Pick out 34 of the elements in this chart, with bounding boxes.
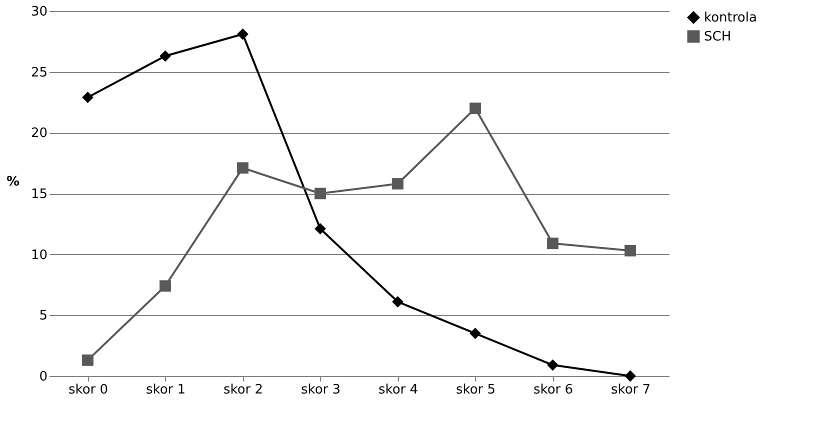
- point: [547, 238, 558, 250]
- x-tick-label: skor 5: [456, 382, 496, 398]
- y-tick-label: 25: [30, 65, 48, 80]
- x-tick-label: skor 3: [300, 382, 341, 398]
- y-tick-label: 10: [30, 248, 48, 263]
- point: [160, 50, 171, 62]
- y-tick-label: 15: [30, 187, 48, 202]
- x-tick-label: skor 6: [533, 382, 574, 398]
- x-tick-label: skor 7: [610, 382, 651, 398]
- y-tick-label: 0: [39, 370, 48, 384]
- x-tick-label: skor 1: [146, 382, 186, 398]
- point: [624, 370, 636, 382]
- point: [624, 244, 636, 256]
- point: [470, 102, 481, 114]
- legend-label: SCH: [704, 30, 732, 44]
- legend-label: kontrola: [704, 10, 757, 26]
- x-tick-label: skor 2: [223, 382, 264, 398]
- y-tick-label: 5: [39, 308, 48, 324]
- x-tick-label: skor 0: [68, 382, 108, 398]
- point: [82, 354, 94, 366]
- point: [392, 296, 404, 308]
- point: [314, 223, 326, 234]
- point: [160, 280, 171, 292]
- y-tick-label: 20: [30, 126, 48, 142]
- x-tick-label: skor 4: [378, 382, 418, 398]
- point: [470, 328, 481, 340]
- y-tick-label: 30: [30, 4, 48, 20]
- point: [237, 28, 248, 40]
- point: [392, 178, 404, 190]
- point: [314, 188, 326, 200]
- point: [547, 359, 558, 371]
- point: [82, 92, 94, 104]
- point: [237, 162, 248, 174]
- y-axis-title: %: [6, 174, 20, 190]
